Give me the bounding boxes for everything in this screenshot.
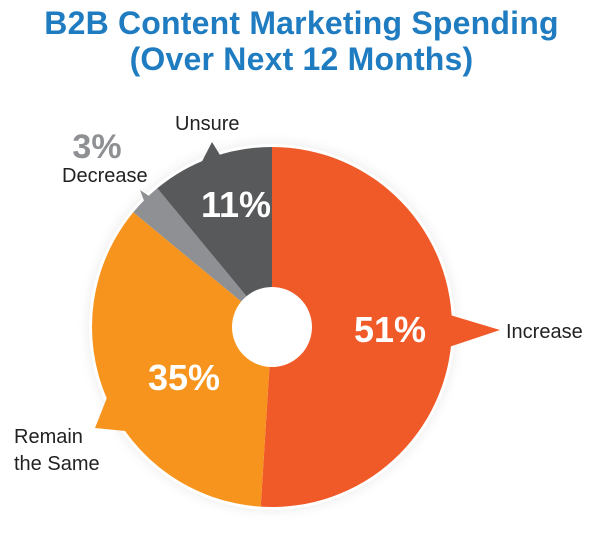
category-label-unsure: Unsure [175, 113, 239, 135]
donut-hole [232, 287, 312, 367]
value-label-remain: 35% [148, 357, 220, 398]
pie-slice-remain-the-same [91, 212, 272, 507]
remain-pointer [95, 385, 135, 432]
chart-title: B2B Content Marketing Spending [44, 5, 559, 41]
unsure-pointer [195, 142, 228, 175]
category-label-decrease: Decrease [62, 165, 148, 187]
chart-subtitle: (Over Next 12 Months) [129, 41, 474, 77]
value-label-decrease: 3% [72, 128, 121, 166]
category-label-increase: Increase [506, 321, 583, 343]
category-label-remain-line-2: the Same [14, 453, 100, 475]
pie-slice-decrease [133, 188, 272, 327]
decrease-pointer [140, 190, 170, 222]
value-label-increase: 51% [354, 309, 426, 350]
increase-pointer [440, 312, 500, 350]
value-label-unsure: 11% [201, 184, 271, 225]
pie-slice-unsure [157, 147, 272, 327]
category-label-remain-line-1: Remain [14, 426, 83, 448]
pie-slice-increase [260, 147, 452, 507]
